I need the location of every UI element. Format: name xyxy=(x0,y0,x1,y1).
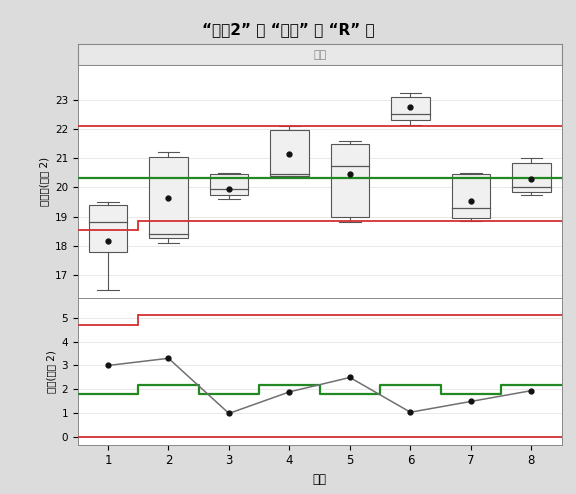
Text: “重量2” 的 “均値” 和 “R” 图: “重量2” 的 “均値” 和 “R” 图 xyxy=(202,22,374,37)
Bar xyxy=(210,174,248,195)
Bar xyxy=(149,157,188,239)
Bar xyxy=(331,144,369,216)
Y-axis label: 极差(重量 2): 极差(重量 2) xyxy=(46,350,56,393)
X-axis label: 样本: 样本 xyxy=(313,473,327,486)
Bar xyxy=(89,205,127,251)
Text: 阶段: 阶段 xyxy=(313,49,327,60)
Bar xyxy=(512,163,551,192)
Bar xyxy=(270,130,309,176)
Y-axis label: 平均値(重量 2): 平均値(重量 2) xyxy=(39,157,49,206)
Bar xyxy=(452,174,490,218)
Bar xyxy=(391,97,430,120)
